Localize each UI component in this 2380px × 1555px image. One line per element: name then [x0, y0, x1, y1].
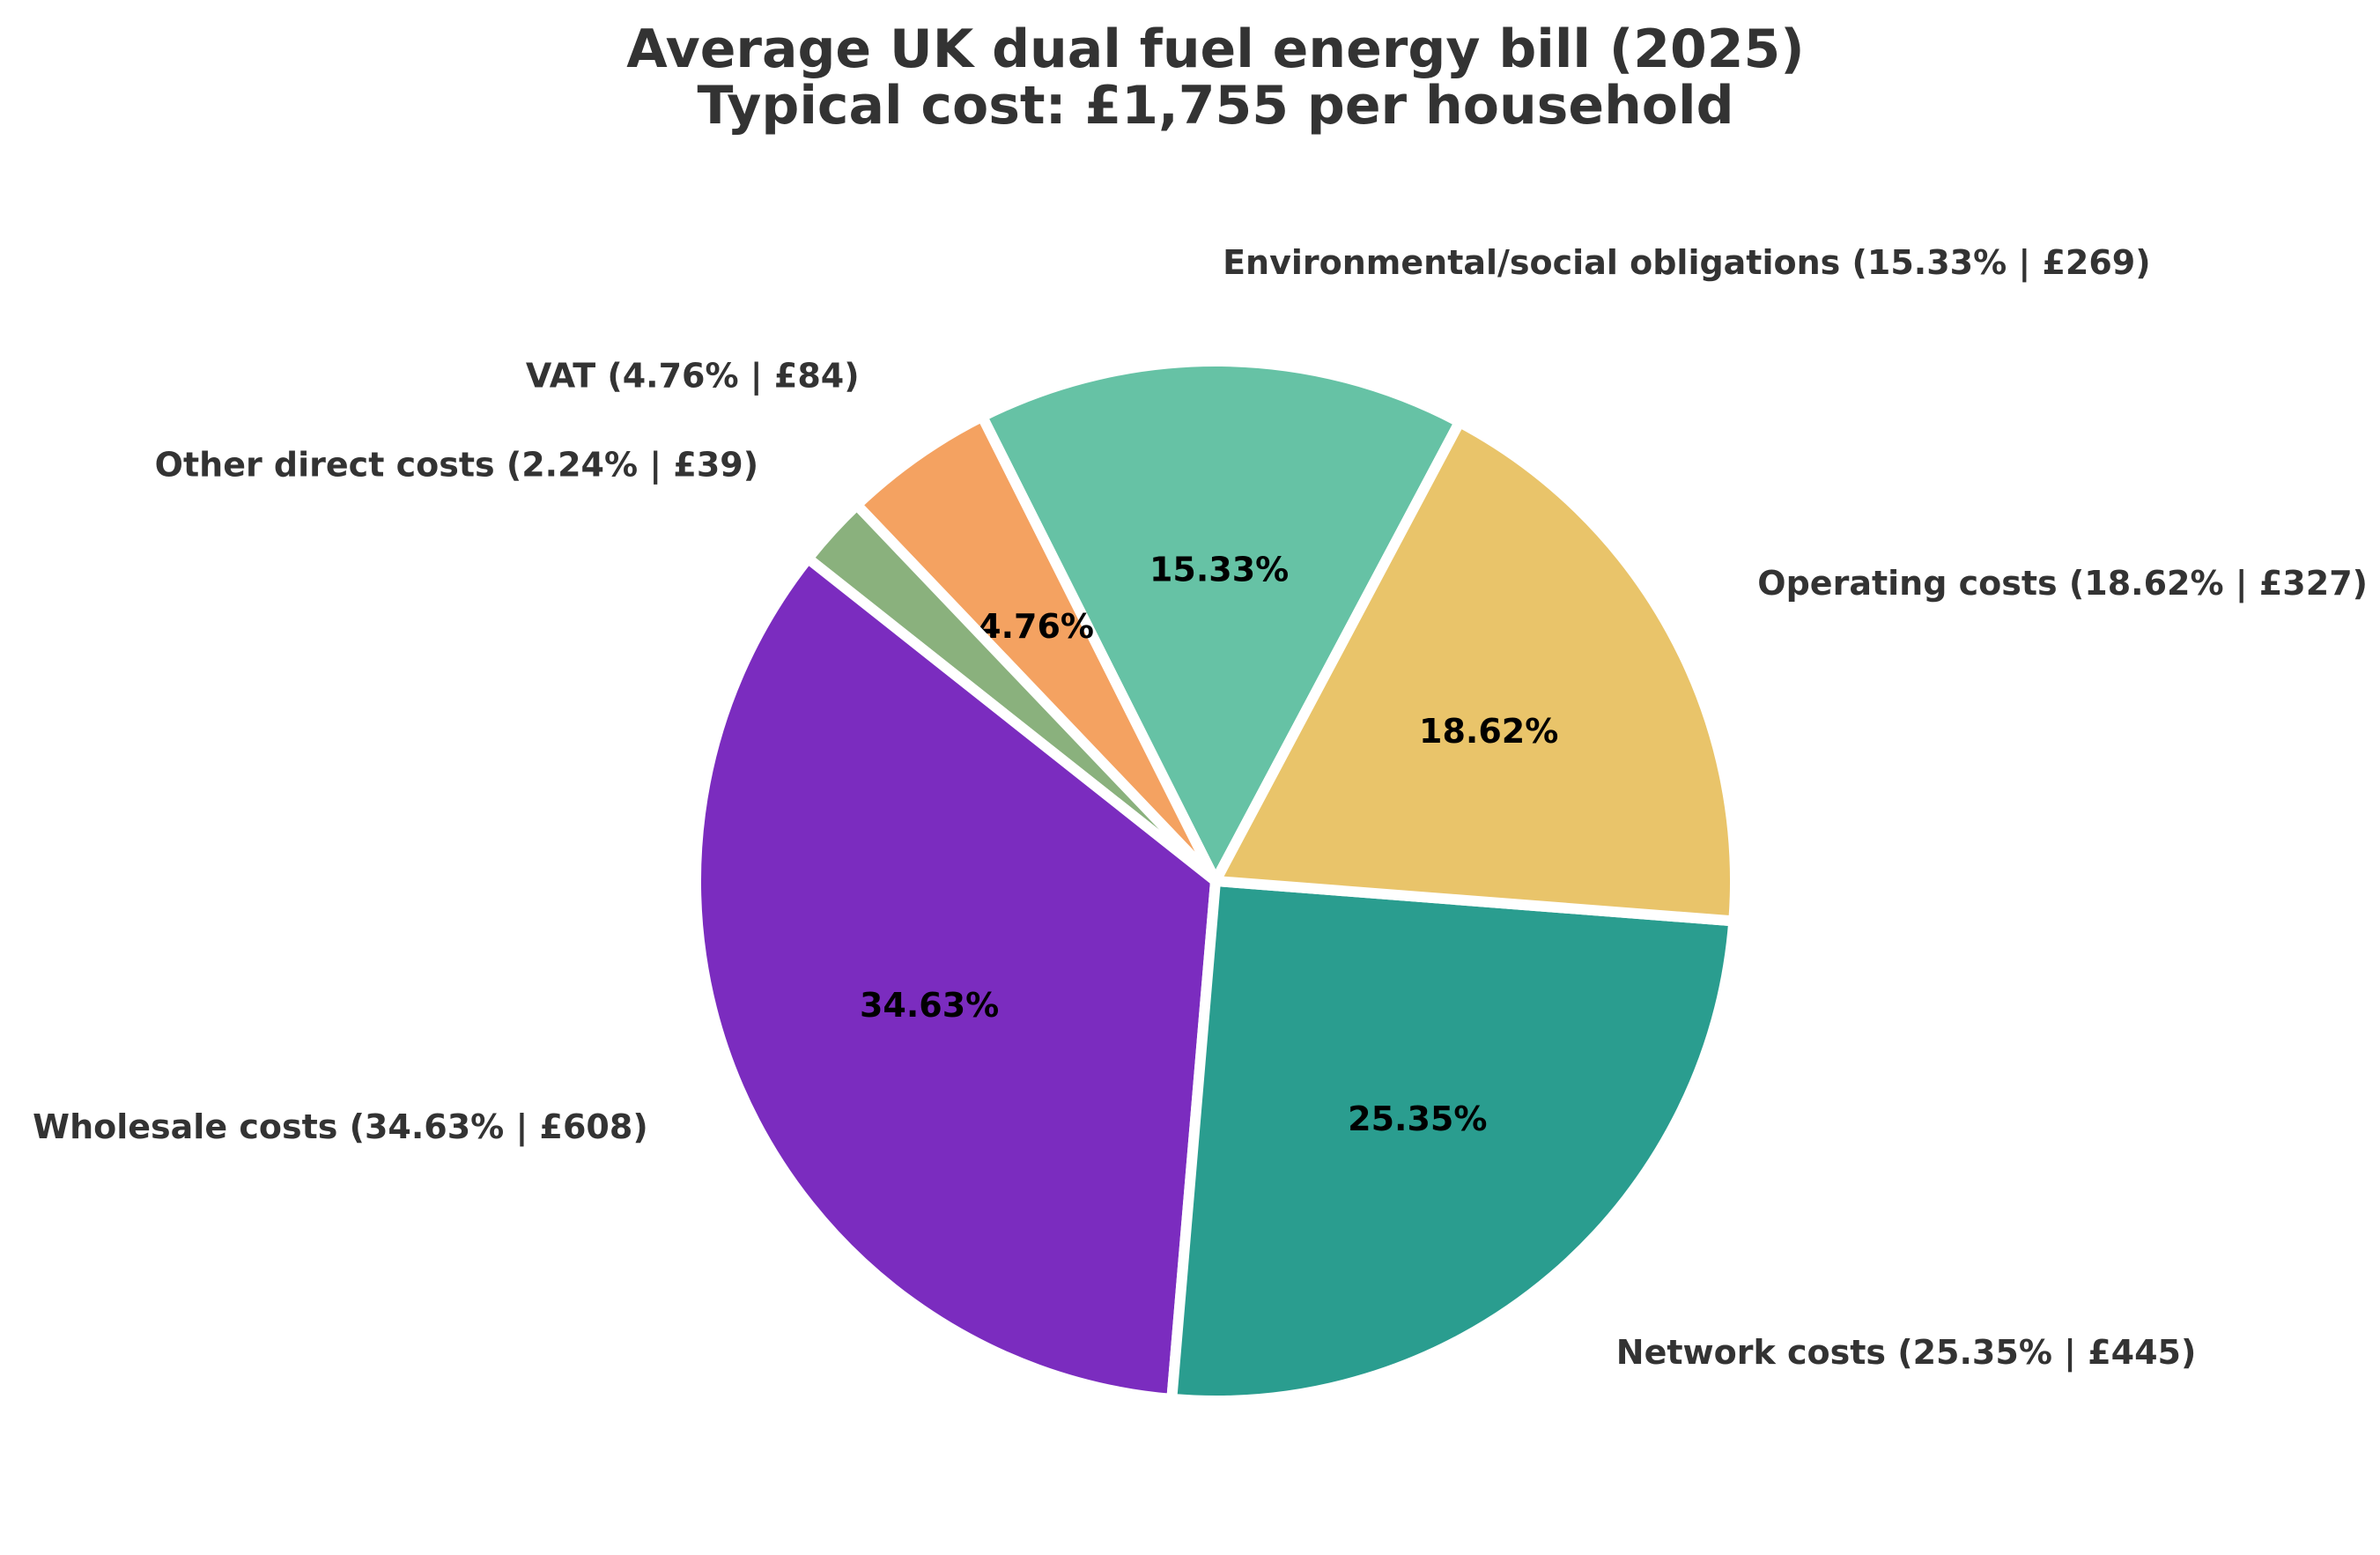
pct-label-wholesale-costs: 34.63% — [860, 986, 999, 1025]
chart-title-line2: Typical cost: £1,755 per household — [697, 75, 1733, 137]
slice-label-operating-costs: Operating costs (18.62% | £327) — [1757, 564, 2368, 603]
pie-slices: 15.33% Environmental/social obligations (… — [33, 243, 2368, 1406]
pie-slice-operating-costs — [1210, 417, 1741, 927]
pie-slice-network-costs — [1166, 876, 1740, 1406]
slice-label-wholesale-costs: Wholesale costs (34.63% | £608) — [33, 1107, 648, 1147]
pct-label-operating-costs: 18.62% — [1419, 712, 1558, 751]
slice-label-other-direct-costs: Other direct costs (2.24% | £39) — [155, 445, 758, 485]
pct-label-network-costs: 25.35% — [1348, 1100, 1487, 1138]
pct-label-vat: 4.76% — [978, 607, 1094, 646]
pct-label-environmental-social-obligations: 15.33% — [1149, 550, 1289, 589]
slice-label-environmental-social-obligations: Environmental/social obligations (15.33%… — [1223, 243, 2151, 283]
pie-slice-wholesale-costs — [691, 552, 1221, 1404]
slice-label-network-costs: Network costs (25.35% | £445) — [1616, 1333, 2197, 1373]
pie-slice-environmental-social-obligations — [977, 356, 1465, 886]
chart-title-line1: Average UK dual fuel energy bill (2025) — [626, 19, 1804, 80]
slice-label-vat: VAT (4.76% | £84) — [526, 356, 860, 396]
